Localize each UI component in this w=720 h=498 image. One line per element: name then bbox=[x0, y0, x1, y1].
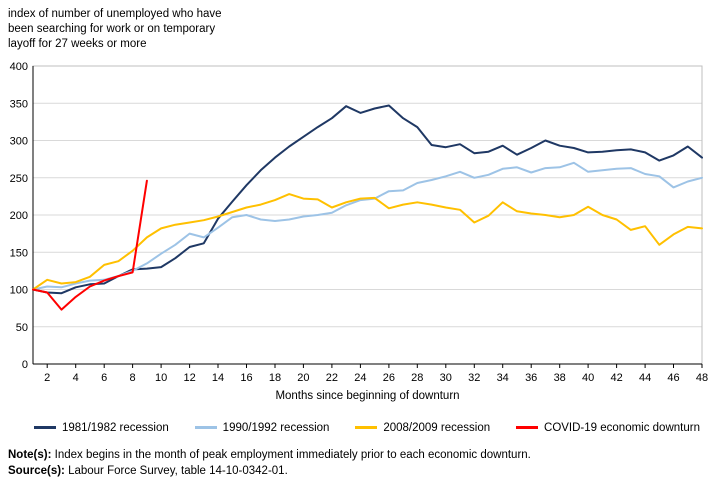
x-tick-label: 42 bbox=[610, 372, 622, 384]
x-tick-label: 38 bbox=[554, 372, 566, 384]
legend-item-1: 1990/1992 recession bbox=[194, 421, 330, 434]
legend-line-swatch-icon bbox=[194, 426, 217, 430]
x-tick-label: 26 bbox=[383, 372, 395, 384]
x-tick-label: 4 bbox=[73, 372, 79, 384]
x-tick-label: 30 bbox=[440, 372, 452, 384]
chart-legend: 1981/1982 recession 1990/1992 recession 20… bbox=[0, 409, 720, 434]
x-tick-label: 20 bbox=[297, 372, 309, 384]
y-tick-label: 50 bbox=[16, 322, 28, 334]
source-text: Labour Force Survey, table 14-10-0342-01… bbox=[64, 464, 288, 477]
chart-notes: Note(s): Index begins in the month of pe… bbox=[0, 434, 720, 479]
legend-label: COVID-19 economic downturn bbox=[544, 421, 700, 434]
x-tick-label: 48 bbox=[696, 372, 708, 384]
y-tick-label: 400 bbox=[10, 61, 28, 73]
x-tick-label: 24 bbox=[354, 372, 366, 384]
x-tick-label: 28 bbox=[411, 372, 423, 384]
x-tick-label: 18 bbox=[269, 372, 281, 384]
y-tick-label: 250 bbox=[10, 173, 28, 185]
x-tick-label: 32 bbox=[468, 372, 480, 384]
legend-item-3: COVID-19 economic downturn bbox=[516, 422, 700, 434]
y-tick-label: 200 bbox=[10, 210, 28, 222]
legend-item-0: 1981/1982 recession bbox=[34, 422, 169, 434]
x-tick-label: 10 bbox=[155, 372, 167, 384]
chart-title: index of number of unemployed who have b… bbox=[8, 8, 222, 50]
x-tick-label: 46 bbox=[667, 372, 679, 384]
source-line: Source(s): Labour Force Survey, table 14… bbox=[8, 463, 712, 479]
note-text: Index begins in the month of peak employ… bbox=[51, 448, 531, 461]
series-line-3 bbox=[32, 179, 148, 311]
chart-page: index of number of unemployed who have b… bbox=[0, 8, 720, 479]
y-tick-label: 150 bbox=[10, 247, 28, 259]
note-line: Note(s): Index begins in the month of pe… bbox=[8, 447, 712, 463]
legend-label: 2008/2009 recession bbox=[383, 421, 491, 434]
legend-item-2: 2008/2009 recession bbox=[355, 422, 490, 434]
x-tick-label: 22 bbox=[326, 372, 338, 384]
legend-line-swatch-icon bbox=[355, 426, 378, 430]
x-tick-label: 34 bbox=[497, 372, 509, 384]
x-axis-title: Months since beginning of downturn bbox=[275, 390, 459, 402]
x-tick-label: 14 bbox=[212, 372, 224, 384]
series-line-1 bbox=[32, 161, 703, 291]
x-tick-label: 16 bbox=[240, 372, 252, 384]
x-tick-label: 44 bbox=[639, 372, 651, 384]
legend-label: 1990/1992 recession bbox=[222, 421, 330, 434]
y-tick-label: 100 bbox=[10, 284, 28, 296]
x-tick-label: 12 bbox=[183, 372, 195, 384]
x-tick-label: 6 bbox=[101, 372, 107, 384]
source-label: Source(s): bbox=[8, 464, 65, 477]
y-tick-label: 350 bbox=[10, 98, 28, 110]
x-tick-label: 36 bbox=[525, 372, 537, 384]
x-tick-label: 8 bbox=[130, 372, 136, 384]
y-tick-label: 300 bbox=[10, 135, 28, 147]
series-line-2 bbox=[32, 192, 703, 291]
x-tick-label: 40 bbox=[582, 372, 594, 384]
legend-line-swatch-icon bbox=[34, 426, 56, 430]
x-tick-label: 2 bbox=[44, 372, 50, 384]
series-line-0 bbox=[32, 104, 703, 295]
note-label: Note(s): bbox=[8, 448, 52, 461]
legend-line-swatch-icon bbox=[516, 426, 539, 430]
y-tick-label: 0 bbox=[22, 359, 28, 371]
legend-label: 1981/1982 recession bbox=[62, 421, 169, 434]
